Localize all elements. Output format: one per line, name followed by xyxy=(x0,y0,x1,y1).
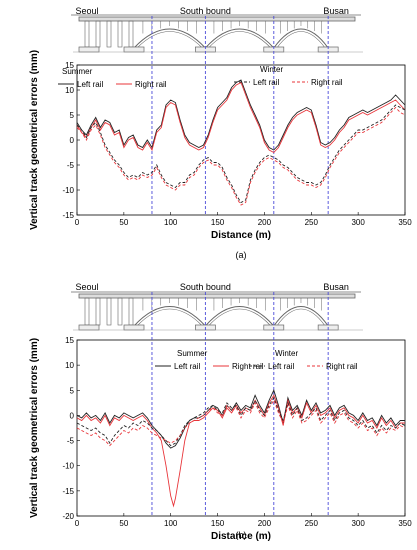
legend-group-title: Summer xyxy=(177,349,208,358)
bridge-label: South bound xyxy=(180,282,231,292)
plot-frame xyxy=(76,64,406,216)
figure-caption: (b) xyxy=(236,530,247,540)
y-tick-label: 5 xyxy=(70,386,75,395)
bridge-label: Busan xyxy=(323,6,349,16)
x-tick-label: 100 xyxy=(164,519,178,528)
y-tick-label: 10 xyxy=(65,361,74,370)
legend-group-title: Winter xyxy=(275,349,298,358)
bridge-arch xyxy=(205,306,275,327)
bridge-arch xyxy=(133,28,206,49)
legend-label: Left rail xyxy=(268,362,294,371)
bridge-arch-inner xyxy=(208,308,272,327)
x-tick-label: 250 xyxy=(305,519,319,528)
y-axis-label: Vertical track geometrical errors (mm) xyxy=(29,50,40,230)
legend: Summer Winter Left rail Right rail Left rail… xyxy=(155,349,358,371)
bridge-deck xyxy=(78,293,356,299)
y-tick-label: 0 xyxy=(70,136,75,145)
bridge-pier xyxy=(128,297,134,326)
y-tick-label: 0 xyxy=(70,411,75,420)
y-tick-label: -20 xyxy=(62,512,74,521)
bridge-label: Seoul xyxy=(75,282,98,292)
bridge-pier xyxy=(106,20,112,48)
bridge-pier xyxy=(117,20,123,48)
bridge-arch xyxy=(273,28,329,49)
y-tick-label: -10 xyxy=(62,462,74,471)
series-line-winter-left xyxy=(76,104,406,204)
x-tick-label: 150 xyxy=(211,218,225,227)
legend-label: Right rail xyxy=(135,80,167,89)
y-tick-label: -5 xyxy=(67,437,75,446)
bridge-pier xyxy=(117,297,123,326)
x-tick-label: 300 xyxy=(351,218,365,227)
series-line-winter-right xyxy=(76,106,406,206)
x-tick-label: 350 xyxy=(398,519,412,528)
legend-label: Right rail xyxy=(311,78,343,87)
bridge-label: Busan xyxy=(323,282,349,292)
x-tick-label: 200 xyxy=(258,218,272,227)
x-axis-label: Distance (m) xyxy=(211,230,271,241)
x-tick-label: 150 xyxy=(211,519,225,528)
bridge-pier xyxy=(84,20,90,48)
bridge-foundation xyxy=(78,46,100,53)
x-axis-label: Distance (m) xyxy=(211,531,271,542)
y-tick-label: 5 xyxy=(70,111,75,120)
bridge-arch xyxy=(205,28,275,49)
bridge-arch-inner xyxy=(276,31,326,49)
y-tick-label: 15 xyxy=(65,61,74,70)
series-line-summer-left xyxy=(76,79,406,151)
series-line-summer-left xyxy=(76,389,405,449)
legend-label: Right rail xyxy=(326,362,358,371)
bridge-foundation xyxy=(123,324,145,331)
legend-label: Left rail xyxy=(174,362,200,371)
bridge-pier xyxy=(84,297,90,326)
bridge-arch-inner xyxy=(276,308,326,327)
y-tick-label: -15 xyxy=(62,487,74,496)
series-line-summer-right xyxy=(76,394,405,508)
x-tick-label: 300 xyxy=(351,519,365,528)
x-tick-label: 200 xyxy=(258,519,272,528)
y-tick-label: 15 xyxy=(65,336,74,345)
bridge-deck xyxy=(78,16,356,22)
bridge-pier xyxy=(95,297,101,326)
bridge-foundation xyxy=(123,46,145,53)
legend-label: Left rail xyxy=(77,80,103,89)
legend: Summer Winter Left rail Right rail Left rail… xyxy=(58,65,343,89)
y-tick-label: 10 xyxy=(65,86,74,95)
bridge-pier xyxy=(106,297,112,326)
x-tick-label: 100 xyxy=(164,218,178,227)
x-tick-label: 0 xyxy=(75,218,80,227)
x-tick-label: 50 xyxy=(119,218,128,227)
bridge-arch-inner xyxy=(136,31,203,49)
x-tick-label: 350 xyxy=(398,218,412,227)
bridge-pier xyxy=(95,20,101,48)
bridge-pier xyxy=(128,20,134,48)
bridge-label: South bound xyxy=(180,6,231,16)
x-tick-label: 0 xyxy=(75,519,80,528)
legend-label: Left rail xyxy=(253,78,279,87)
bridge-arch xyxy=(273,306,329,327)
legend-group-title: Winter xyxy=(260,65,283,74)
y-axis-label: Vertical track geometrical errors (mm) xyxy=(29,338,40,518)
series-line-winter-right xyxy=(76,399,406,447)
y-tick-label: -10 xyxy=(62,186,74,195)
x-tick-label: 250 xyxy=(305,218,319,227)
legend-group-title: Summer xyxy=(62,67,93,76)
bridge-label: Seoul xyxy=(75,6,98,16)
bridge-arch-inner xyxy=(136,308,203,327)
figure-caption: (a) xyxy=(236,250,247,260)
bridge-arch-inner xyxy=(208,31,272,49)
legend-label: Right rail xyxy=(232,362,264,371)
bridge-foundation xyxy=(78,324,100,331)
y-tick-label: -5 xyxy=(67,161,75,170)
x-tick-label: 50 xyxy=(119,519,128,528)
y-tick-label: -15 xyxy=(62,211,74,220)
bridge-arch xyxy=(133,306,206,327)
series-line-winter-left xyxy=(76,396,406,447)
